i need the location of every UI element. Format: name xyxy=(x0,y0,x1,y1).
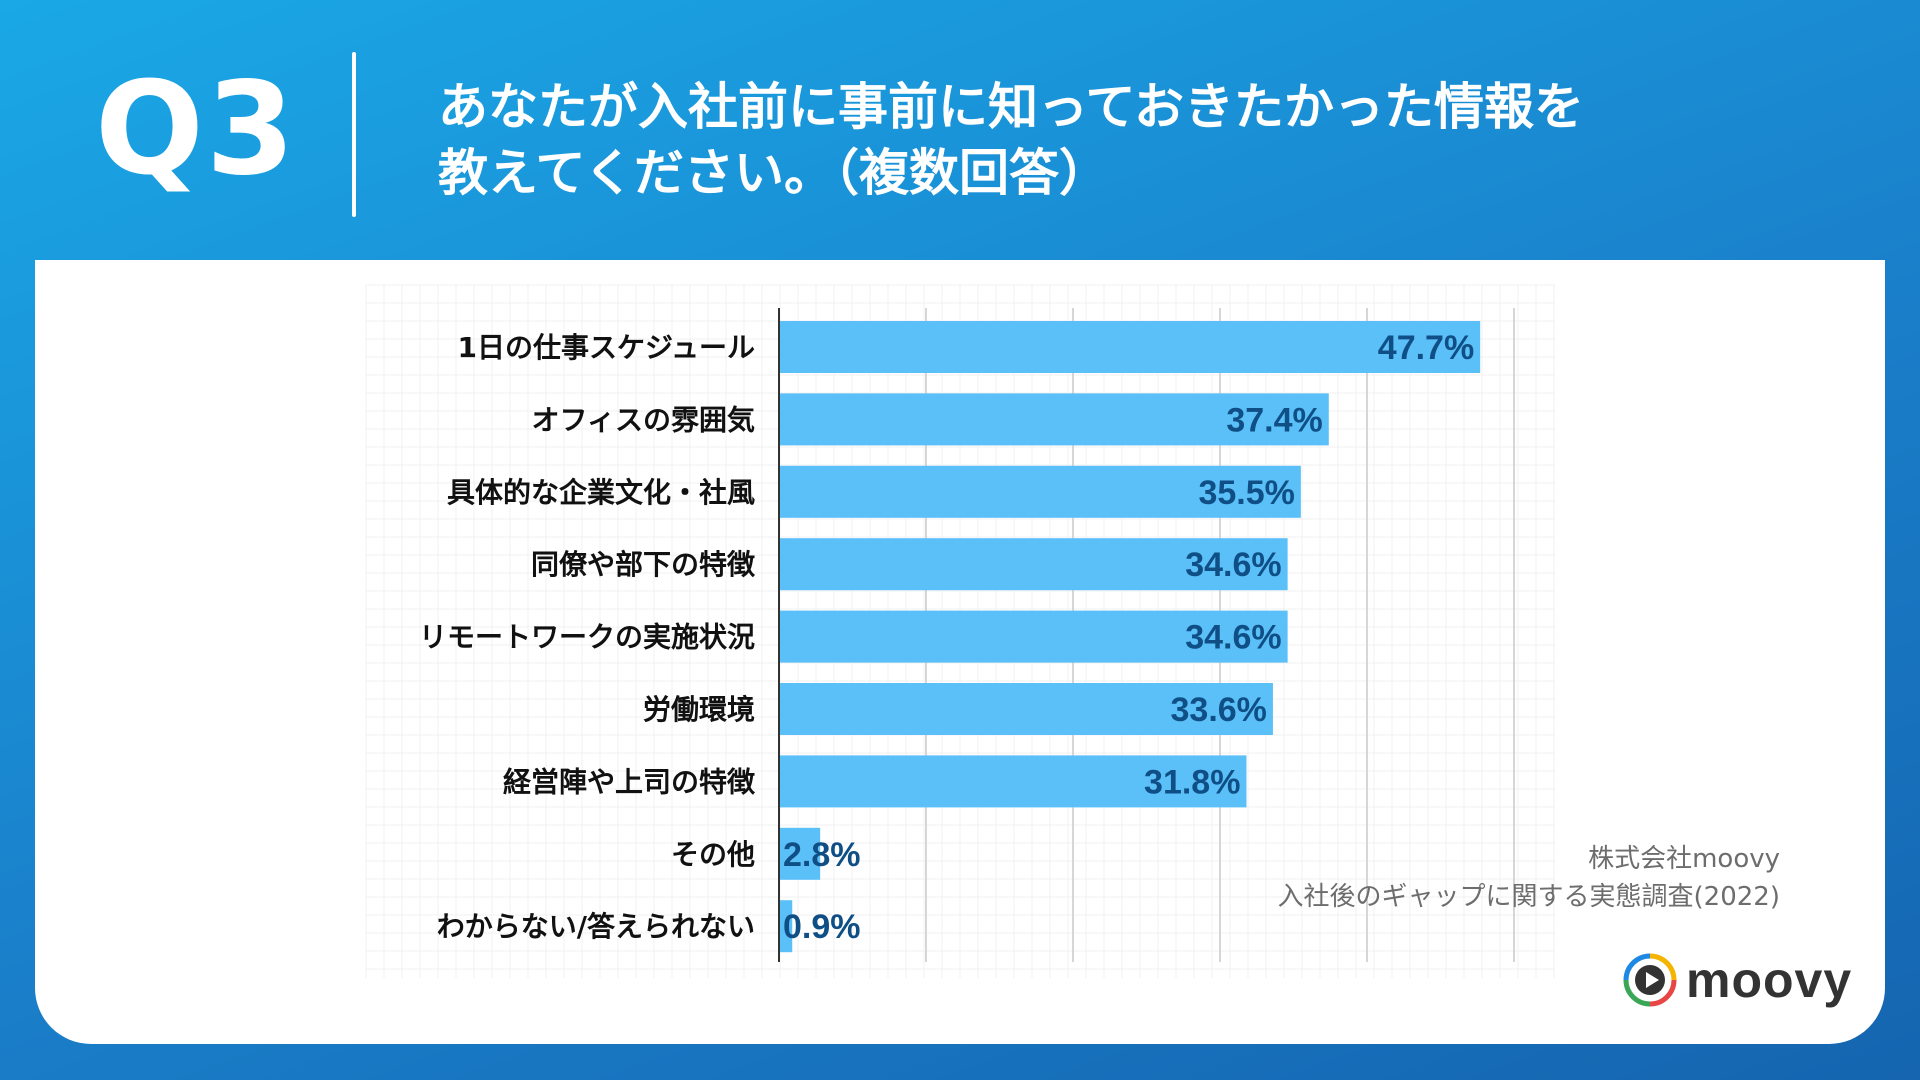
play-circle-icon xyxy=(1623,953,1677,1007)
bar xyxy=(779,683,1273,735)
category-label: リモートワークの実施状況 xyxy=(419,621,755,654)
category-label: オフィスの雰囲気 xyxy=(532,403,755,436)
moovy-logo: moovy xyxy=(1622,948,1852,1012)
value-label: 34.6% xyxy=(1185,546,1281,584)
value-label: 37.4% xyxy=(1226,401,1322,439)
value-label: 2.8% xyxy=(783,836,861,874)
bar xyxy=(779,900,793,953)
question-line-1: あなたが入社前に事前に知っておきたかった情報を xyxy=(438,78,1584,136)
source-note: 株式会社moovy 入社後のギャップに関する実態調査(2022) xyxy=(1278,840,1780,916)
question-text: あなたが入社前に事前に知っておきたかった情報を 教えてください。（複数回答） xyxy=(438,74,1738,206)
source-company: 株式会社moovy xyxy=(1588,844,1780,874)
value-label: 47.7% xyxy=(1378,329,1474,367)
bar xyxy=(779,538,1288,591)
value-label: 31.8% xyxy=(1144,763,1240,801)
bar xyxy=(779,755,1247,808)
question-line-2: 教えてください。（複数回答） xyxy=(438,144,1109,202)
bar xyxy=(779,465,1301,518)
source-survey: 入社後のギャップに関する実態調査(2022) xyxy=(1277,882,1780,912)
value-label: 34.6% xyxy=(1185,619,1281,657)
category-label: 経営陣や上司の特徴 xyxy=(503,765,756,798)
category-label: 具体的な企業文化・社風 xyxy=(447,476,755,509)
value-label: 35.5% xyxy=(1198,474,1294,512)
category-label: 同僚や部下の特徴 xyxy=(531,548,756,581)
question-number: Q3 xyxy=(95,55,297,204)
category-label: 労働環境 xyxy=(643,693,755,726)
value-label: 0.9% xyxy=(783,908,861,946)
category-label: わからない/答えられない xyxy=(437,910,755,943)
value-label: 33.6% xyxy=(1171,691,1267,729)
bar xyxy=(779,393,1329,446)
category-label: 1日の仕事スケジュール xyxy=(457,331,755,364)
bar xyxy=(779,827,821,880)
header-divider xyxy=(352,52,356,217)
logo-text: moovy xyxy=(1686,952,1853,1008)
category-label: その他 xyxy=(671,838,755,871)
bar xyxy=(779,321,1481,373)
bar xyxy=(779,610,1288,663)
